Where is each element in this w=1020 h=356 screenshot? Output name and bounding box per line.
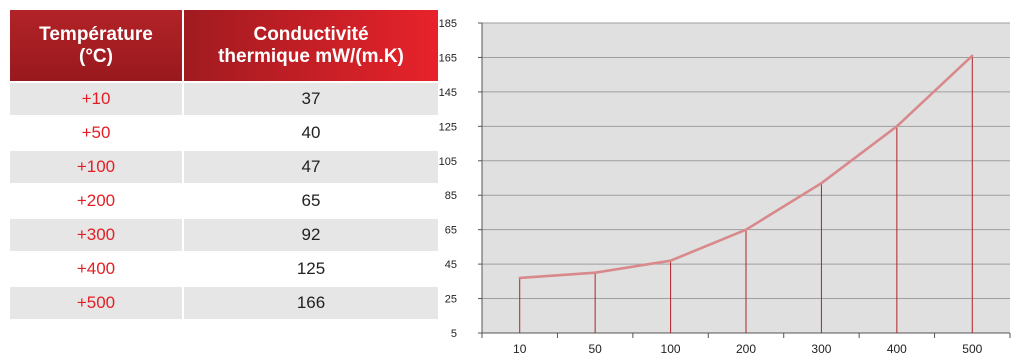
x-tick-label: 10 [513,342,527,356]
y-tick-label: 5 [451,328,457,340]
conductivity-cell: 166 [184,285,438,319]
data-point [593,271,597,274]
header-temperature: Température (°C) [10,10,184,81]
conductivity-chart: 5 25 45 65 85 105 125 145 165 185 10 50 100 200 300 400… [439,18,1011,356]
data-point [895,125,899,128]
temperature-cell: +10 [10,81,184,115]
data-point [518,276,521,280]
conductivity-cell: 47 [184,149,438,183]
x-tick-label: 50 [588,342,602,356]
y-tick-label: 45 [445,259,457,271]
table-row: +10 37 [10,81,438,115]
x-tick-label: 500 [962,342,982,356]
conductivity-table-container: Température (°C) Conductivité thermique … [10,10,438,319]
table-header-row: Température (°C) Conductivité thermique … [10,10,438,81]
conductivity-cell: 40 [184,115,438,149]
y-tick-label: 125 [439,121,457,133]
conductivity-cell: 92 [184,217,438,251]
table-row: +300 92 [10,217,438,251]
x-tick-label: 400 [887,342,907,356]
y-tick-label: 25 [445,294,457,306]
y-tick-label: 145 [439,87,457,99]
y-tick-label: 185 [439,18,457,30]
table-row: +100 47 [10,149,438,183]
temperature-cell: +300 [10,217,184,251]
x-tick-label: 100 [661,342,681,356]
y-tick-label: 165 [439,52,457,64]
header-conductivity: Conductivité thermique mW/(m.K) [184,10,438,81]
table-row: +50 40 [10,115,438,149]
y-tick-label: 65 [445,225,457,237]
temperature-cell: +200 [10,183,184,217]
conductivity-cell: 37 [184,81,438,115]
temperature-cell: +50 [10,115,184,149]
conductivity-table: Température (°C) Conductivité thermique … [10,10,438,319]
conductivity-cell: 125 [184,251,438,285]
y-tick-label: 105 [439,156,457,168]
data-point [669,259,672,262]
x-tick-label: 300 [811,342,831,356]
temperature-cell: +400 [10,251,184,285]
conductivity-cell: 65 [184,183,438,217]
data-point [744,228,748,231]
table-row: +400 125 [10,251,438,285]
table-row: +500 166 [10,285,438,319]
temperature-cell: +100 [10,149,184,183]
table-row: +200 65 [10,183,438,217]
x-tick-label: 200 [736,342,756,356]
temperature-cell: +500 [10,285,184,319]
y-tick-label: 85 [445,190,457,202]
data-point [971,54,974,57]
data-point [820,181,823,185]
